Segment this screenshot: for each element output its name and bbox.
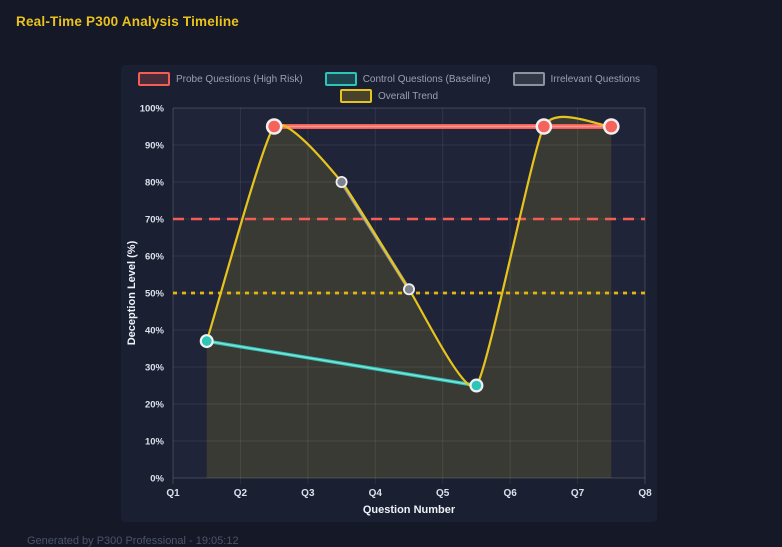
x-tick-label: Q3 xyxy=(301,488,315,499)
legend-swatch-icon xyxy=(324,72,357,86)
chart-svg: 0% 10% 20% 30% 40% 50% 60% 70% 80% 90% 100% Q1 Q2 Q3 Q… xyxy=(126,104,652,517)
data-point-probe-questions-high-risk[interactable] xyxy=(268,120,280,133)
data-point-probe-questions-high-risk[interactable] xyxy=(538,120,550,133)
x-tick-label: Q6 xyxy=(503,488,517,499)
y-tick-label: 50% xyxy=(145,289,165,300)
x-tick-label: Q7 xyxy=(571,488,585,499)
legend-item-control-questions-baseline[interactable]: Control Questions (Baseline) xyxy=(324,72,491,86)
legend-label: Overall Trend xyxy=(377,90,439,102)
y-tick-label: 80% xyxy=(145,178,165,189)
y-tick-label: 40% xyxy=(145,326,165,337)
y-tick-label: 60% xyxy=(145,252,165,263)
legend-label: Control Questions (Baseline) xyxy=(362,73,491,85)
page-title: Real-Time P300 Analysis Timeline xyxy=(16,14,240,29)
x-tick-label: Q2 xyxy=(234,488,248,499)
y-tick-label: 20% xyxy=(145,400,165,411)
data-point-irrelevant-questions[interactable] xyxy=(404,285,414,294)
legend-item-irrelevant-questions[interactable]: Irrelevant Questions xyxy=(512,72,641,86)
footer-note: Generated by P300 Professional - 19:05:1… xyxy=(27,535,239,547)
series-line-core-control-questions-baseline xyxy=(206,340,478,387)
y-tick-label: 90% xyxy=(145,141,165,152)
legend-label: Probe Questions (High Risk) xyxy=(175,73,303,85)
legend-item-overall-trend[interactable]: Overall Trend xyxy=(339,89,439,103)
y-tick-label: 100% xyxy=(140,104,165,115)
series-fill-overall-trend xyxy=(206,116,612,478)
x-tick-label: Q8 xyxy=(638,488,652,499)
legend-swatch-icon xyxy=(137,72,170,86)
y-tick-label: 0% xyxy=(150,474,164,485)
y-tick-label: 10% xyxy=(145,437,165,448)
y-tick-label: 30% xyxy=(145,363,165,374)
data-point-irrelevant-questions[interactable] xyxy=(337,177,346,187)
x-tick-label: Q1 xyxy=(166,488,180,499)
x-tick-label: Q5 xyxy=(436,488,450,499)
legend-swatch-icon xyxy=(339,89,372,103)
data-point-control-questions-baseline[interactable] xyxy=(471,380,482,391)
legend-item-probe-questions-high-risk[interactable]: Probe Questions (High Risk) xyxy=(137,72,303,86)
legend-row: Overall Trend xyxy=(339,89,439,103)
y-tick-label: 70% xyxy=(145,215,165,226)
legend-row: Probe Questions (High Risk) Control Quest… xyxy=(137,72,641,86)
y-axis-title: Deception Level (%) xyxy=(126,240,138,345)
legend-swatch-icon xyxy=(512,72,545,86)
x-tick-label: Q4 xyxy=(369,488,383,499)
chart-legend: Probe Questions (High Risk) Control Quest… xyxy=(121,72,657,103)
data-point-control-questions-baseline[interactable] xyxy=(201,336,212,346)
legend-label: Irrelevant Questions xyxy=(550,73,641,85)
x-axis-title: Question Number xyxy=(363,504,456,516)
data-point-probe-questions-high-risk[interactable] xyxy=(605,120,618,133)
chart-panel: Probe Questions (High Risk) Control Quest… xyxy=(121,65,657,522)
